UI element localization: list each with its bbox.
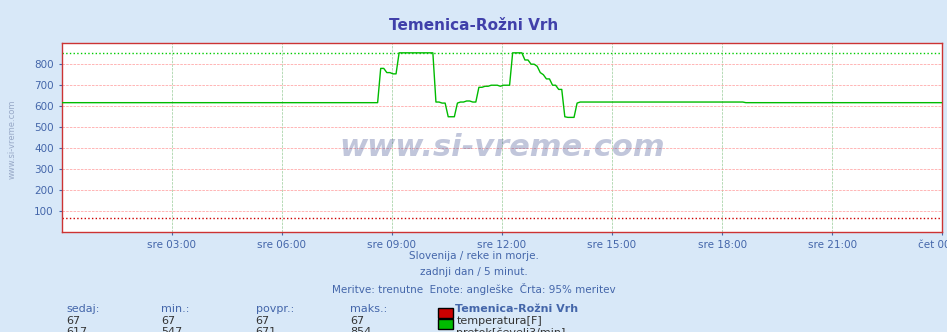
Text: temperatura[F]: temperatura[F] — [456, 316, 543, 326]
Text: 67: 67 — [66, 316, 80, 326]
Text: 671: 671 — [256, 327, 277, 332]
Text: Meritve: trenutne  Enote: angleške  Črta: 95% meritev: Meritve: trenutne Enote: angleške Črta: … — [331, 283, 616, 294]
Text: www.si-vreme.com: www.si-vreme.com — [339, 133, 665, 162]
Text: 854: 854 — [350, 327, 371, 332]
Text: povpr.:: povpr.: — [256, 304, 294, 314]
Text: 67: 67 — [350, 316, 365, 326]
Text: Temenica-Rožni Vrh: Temenica-Rožni Vrh — [455, 304, 578, 314]
Text: sedaj:: sedaj: — [66, 304, 99, 314]
Text: 617: 617 — [66, 327, 87, 332]
Text: min.:: min.: — [161, 304, 189, 314]
Text: www.si-vreme.com: www.si-vreme.com — [8, 100, 17, 179]
Text: 67: 67 — [256, 316, 270, 326]
Text: pretok[čevelj3/min]: pretok[čevelj3/min] — [456, 327, 565, 332]
Text: Slovenija / reke in morje.: Slovenija / reke in morje. — [408, 251, 539, 261]
Text: Temenica-Rožni Vrh: Temenica-Rožni Vrh — [389, 18, 558, 33]
Text: maks.:: maks.: — [350, 304, 387, 314]
Text: 67: 67 — [161, 316, 175, 326]
Text: zadnji dan / 5 minut.: zadnji dan / 5 minut. — [420, 267, 527, 277]
Text: 547: 547 — [161, 327, 182, 332]
